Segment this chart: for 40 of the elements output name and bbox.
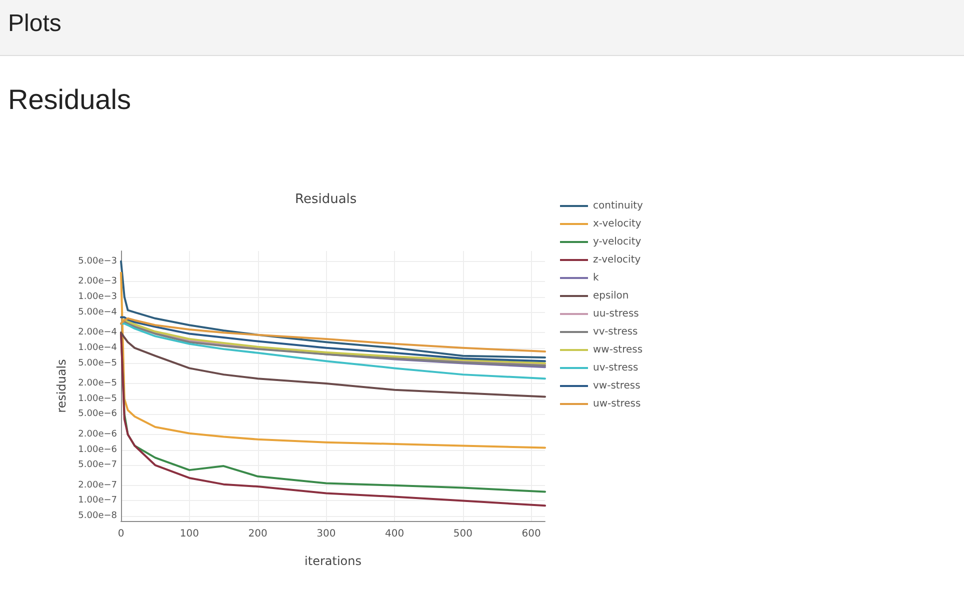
- x-tick-label: 200: [248, 528, 268, 540]
- y-tick-label: 2.00e−7: [78, 480, 117, 490]
- y-tick-label: 2.00e−5: [78, 378, 117, 389]
- legend-label: k: [593, 272, 599, 284]
- text: Plots: [0, 0, 964, 56]
- x-tick-label: 300: [316, 528, 336, 540]
- y-tick-label: 1.00e−5: [78, 394, 117, 404]
- y-tick-label: 5.00e−8: [78, 511, 118, 522]
- legend-label: z-velocity: [593, 254, 641, 266]
- x-tick-label: 100: [180, 528, 199, 540]
- legend-label: x-velocity: [593, 218, 642, 230]
- legend-label: vw-stress: [593, 380, 640, 392]
- x-tick-label: 400: [385, 528, 404, 540]
- y-tick-label: 5.00e−4: [78, 307, 118, 318]
- y-tick-label: 1.00e−6: [78, 444, 118, 455]
- legend-label: uv-stress: [593, 362, 638, 374]
- y-tick-label: 2.00e−6: [78, 429, 118, 440]
- y-axis-title: residuals: [54, 359, 68, 413]
- legend-label: vv-stress: [593, 326, 638, 338]
- x-tick-label: 500: [453, 528, 472, 540]
- legend-label: uu-stress: [593, 308, 639, 320]
- y-tick-label: 5.00e−6: [78, 409, 118, 420]
- y-tick-label: 5.00e−3: [78, 256, 117, 266]
- y-tick-label: 1.00e−7: [78, 496, 117, 506]
- x-tick-label: 0: [118, 528, 124, 540]
- text: Residuals: [8, 84, 132, 116]
- legend-label: continuity: [593, 200, 644, 212]
- y-tick-label: 1.00e−4: [78, 342, 118, 353]
- legend-label: epsilon: [593, 290, 629, 302]
- y-tick-label: 2.00e−4: [78, 328, 118, 338]
- legend-label: ww-stress: [593, 344, 643, 356]
- y-tick-label: 5.00e−5: [78, 358, 117, 368]
- legend-label: y-velocity: [593, 236, 642, 248]
- y-tick-label: 5.00e−7: [78, 460, 117, 470]
- y-tick-label: 2.00e−3: [78, 276, 117, 287]
- legend-label: uw-stress: [593, 398, 641, 410]
- chart-title: Residuals: [295, 192, 357, 207]
- x-tick-label: 600: [522, 528, 541, 540]
- x-axis-title: iterations: [304, 554, 362, 568]
- y-tick-label: 1.00e−3: [78, 292, 117, 302]
